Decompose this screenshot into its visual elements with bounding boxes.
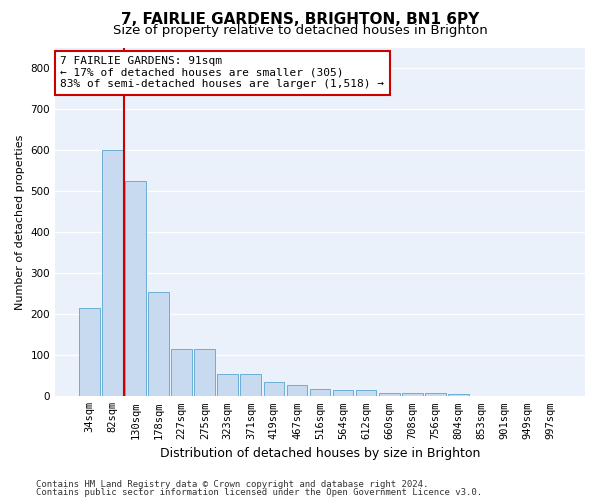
Bar	[102, 150, 123, 396]
Text: Contains HM Land Registry data © Crown copyright and database right 2024.: Contains HM Land Registry data © Crown c…	[36, 480, 428, 489]
Bar	[217, 374, 238, 396]
Text: 7 FAIRLIE GARDENS: 91sqm
← 17% of detached houses are smaller (305)
83% of semi-: 7 FAIRLIE GARDENS: 91sqm ← 17% of detach…	[61, 56, 385, 90]
X-axis label: Distribution of detached houses by size in Brighton: Distribution of detached houses by size …	[160, 447, 480, 460]
Bar	[332, 390, 353, 396]
Bar	[194, 349, 215, 397]
Text: 7, FAIRLIE GARDENS, BRIGHTON, BN1 6PY: 7, FAIRLIE GARDENS, BRIGHTON, BN1 6PY	[121, 12, 479, 28]
Bar	[425, 393, 446, 396]
Bar	[172, 349, 192, 397]
Bar	[79, 308, 100, 396]
Bar	[379, 393, 400, 396]
Bar	[287, 385, 307, 396]
Bar	[310, 389, 331, 396]
Bar	[402, 393, 422, 396]
Text: Contains public sector information licensed under the Open Government Licence v3: Contains public sector information licen…	[36, 488, 482, 497]
Bar	[241, 374, 261, 396]
Bar	[356, 390, 376, 396]
Y-axis label: Number of detached properties: Number of detached properties	[15, 134, 25, 310]
Bar	[448, 394, 469, 396]
Bar	[148, 292, 169, 397]
Bar	[125, 181, 146, 396]
Text: Size of property relative to detached houses in Brighton: Size of property relative to detached ho…	[113, 24, 487, 37]
Bar	[263, 382, 284, 396]
